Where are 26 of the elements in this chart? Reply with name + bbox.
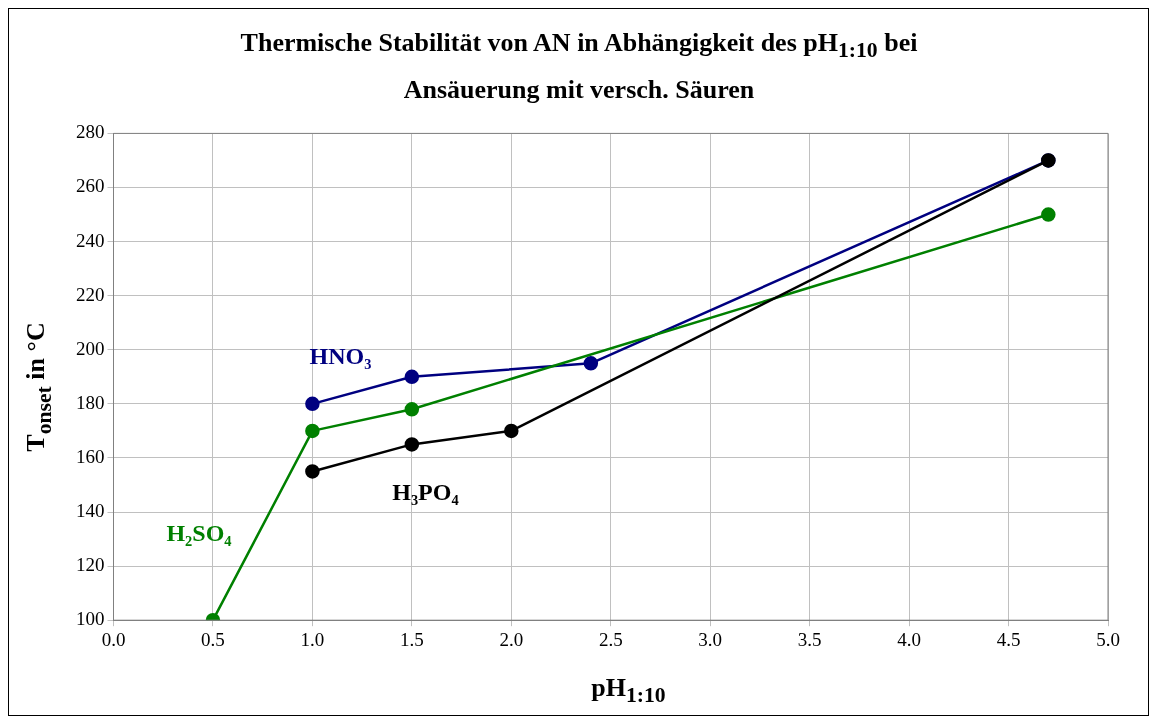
- x-tick-label: 4.5: [996, 628, 1021, 650]
- x-tick-label: 0.5: [201, 628, 225, 650]
- y-tick-label: 260: [76, 175, 105, 197]
- x-tick-label: 5.0: [1096, 628, 1120, 650]
- y-tick-label: 100: [76, 608, 105, 630]
- chart-title: Thermische Stabilität von AN in Abhängigkeit des pH$_{1:10}$ bei Ansäuerung mit versch. Säuren: [240, 28, 918, 105]
- y-tick-label: 160: [76, 445, 105, 467]
- y-tick-label: 240: [76, 229, 105, 251]
- y-tick-label: 200: [76, 337, 105, 359]
- y-tick-label: 120: [76, 554, 105, 576]
- y-tick-label: 280: [76, 121, 105, 143]
- series-label: H₂SO₄: [166, 520, 232, 547]
- x-axis-title: pH$_{1:10}$: [590, 673, 667, 709]
- series-label: HNO₃: [309, 343, 372, 370]
- x-tick-label: 2.5: [598, 628, 623, 650]
- x-tick-label: 3.5: [797, 628, 822, 650]
- y-tick-label: 220: [76, 283, 105, 305]
- y-tick-label: 140: [76, 500, 105, 522]
- series-label: H₃PO₄: [392, 478, 459, 505]
- x-tick-label: 4.0: [897, 628, 921, 650]
- x-tick-label: 1.0: [300, 628, 325, 650]
- x-tick-label: 2.0: [499, 628, 524, 650]
- x-tick-label: 3.0: [698, 628, 723, 650]
- y-tick-label: 180: [76, 391, 105, 413]
- x-tick-label: 0.0: [101, 628, 126, 650]
- x-tick-label: 1.5: [399, 628, 424, 650]
